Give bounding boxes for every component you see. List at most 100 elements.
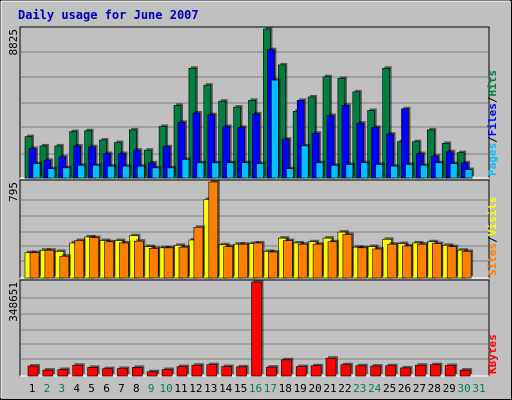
bar-sites-day-18 bbox=[282, 240, 293, 279]
bar-sites-day-2 bbox=[44, 249, 55, 279]
bar-kbytes-day-21 bbox=[325, 357, 337, 377]
bar-sites-day-11 bbox=[178, 246, 189, 279]
legend-entry: Files bbox=[486, 103, 499, 136]
bar-pages-day-6 bbox=[107, 165, 115, 179]
x-tick-label: 2 bbox=[44, 382, 51, 395]
bar-files-day-10 bbox=[162, 146, 171, 179]
bar-sites-day-10 bbox=[163, 247, 174, 279]
bar-kbytes-day-24 bbox=[370, 365, 382, 377]
bar-pages-day-27 bbox=[420, 165, 428, 179]
bar-files-day-4 bbox=[73, 145, 81, 179]
bar-kbytes-day-2 bbox=[42, 369, 54, 377]
bar-files-day-25 bbox=[386, 133, 394, 179]
bar-kbytes-day-27 bbox=[415, 364, 426, 377]
x-tick-label: 5 bbox=[88, 382, 95, 395]
bar-sites-day-24 bbox=[372, 248, 383, 279]
bar-pages-day-18 bbox=[285, 168, 294, 179]
bar-pages-day-30 bbox=[464, 169, 473, 179]
bar-pages-day-5 bbox=[92, 165, 100, 179]
x-tick-label: 7 bbox=[118, 382, 125, 395]
bar-kbytes-day-5 bbox=[87, 367, 98, 377]
bar-sites-day-8 bbox=[134, 240, 144, 279]
x-tick-label: 28 bbox=[428, 382, 441, 395]
legend-entry: KBytes bbox=[486, 334, 499, 374]
series-kbytes bbox=[27, 280, 473, 377]
x-tick-label: 20 bbox=[308, 382, 321, 395]
legend-entry: / bbox=[486, 96, 499, 103]
bar-files-day-22 bbox=[341, 105, 350, 179]
x-tick-label: 27 bbox=[413, 382, 426, 395]
x-tick-label: 24 bbox=[368, 382, 382, 395]
x-axis-ticks: 1 2 3 4 5 6 7 8 9 10 11 12 13 14 15 16 17 18 19 20 21 22 23 24 2… bbox=[29, 382, 486, 395]
bar-pages-day-22 bbox=[345, 164, 354, 179]
bar-files-day-15 bbox=[237, 127, 245, 179]
x-tick-label: 21 bbox=[323, 382, 336, 395]
bar-kbytes-day-20 bbox=[310, 365, 322, 377]
bar-files-day-24 bbox=[371, 127, 380, 179]
x-tick-label: 31 bbox=[472, 382, 485, 395]
bar-kbytes-day-26 bbox=[400, 367, 411, 377]
bar-files-day-19 bbox=[296, 100, 305, 179]
bar-kbytes-day-8 bbox=[132, 367, 143, 377]
bar-sites-day-4 bbox=[74, 240, 84, 279]
bar-sites-day-13 bbox=[208, 181, 219, 279]
legend-entry: Sites bbox=[486, 243, 499, 276]
bar-sites-day-12 bbox=[193, 226, 204, 279]
bar-files-day-13 bbox=[207, 114, 216, 179]
x-tick-label: 12 bbox=[189, 382, 202, 395]
bar-kbytes-day-10 bbox=[161, 369, 173, 377]
x-tick-label: 6 bbox=[103, 382, 110, 395]
bar-pages-day-19 bbox=[300, 145, 309, 179]
bar-pages-day-21 bbox=[330, 165, 339, 179]
bar-files-day-5 bbox=[88, 146, 96, 179]
bar-kbytes-day-6 bbox=[102, 368, 113, 377]
bar-files-day-20 bbox=[311, 132, 320, 179]
x-tick-label: 15 bbox=[234, 382, 247, 395]
bar-files-day-8 bbox=[133, 149, 141, 179]
x-tick-label: 29 bbox=[443, 382, 456, 395]
bar-kbytes-day-4 bbox=[72, 364, 83, 377]
bar-sites-day-6 bbox=[104, 241, 114, 279]
y-max-label: 8825 bbox=[7, 29, 20, 56]
bar-pages-day-4 bbox=[77, 165, 85, 179]
panel-sites_visits: 795 Sites/Visits bbox=[7, 179, 499, 279]
bar-pages-day-10 bbox=[166, 167, 175, 179]
bar-sites-day-23 bbox=[357, 247, 368, 279]
bar-pages-day-25 bbox=[390, 165, 398, 179]
bar-kbytes-day-11 bbox=[176, 366, 188, 377]
y-max-label: 795 bbox=[7, 182, 20, 202]
bar-sites-day-7 bbox=[119, 242, 129, 279]
bar-kbytes-day-30 bbox=[459, 369, 471, 377]
panel-legend: Sites/Visits bbox=[486, 197, 499, 277]
bar-sites-day-26 bbox=[402, 245, 412, 279]
legend-entry: Pages bbox=[486, 143, 499, 176]
series-sites bbox=[29, 180, 474, 279]
bar-sites-day-21 bbox=[327, 241, 338, 279]
bar-files-day-11 bbox=[177, 121, 186, 179]
legend-entry: / bbox=[486, 236, 499, 243]
bar-pages-day-17 bbox=[271, 79, 279, 179]
bar-kbytes-day-18 bbox=[280, 359, 292, 377]
x-tick-label: 8 bbox=[133, 382, 140, 395]
bar-pages-day-7 bbox=[122, 165, 130, 179]
bar-files-day-18 bbox=[281, 138, 290, 179]
bar-pages-day-28 bbox=[434, 162, 443, 179]
bar-pages-day-20 bbox=[315, 162, 324, 179]
bar-sites-day-28 bbox=[431, 243, 442, 279]
bar-kbytes-day-14 bbox=[221, 366, 232, 377]
x-tick-label: 26 bbox=[398, 382, 411, 395]
bar-pages-day-9 bbox=[151, 167, 160, 179]
bar-kbytes-day-1 bbox=[27, 365, 39, 377]
bar-kbytes-day-25 bbox=[385, 365, 396, 377]
bar-sites-day-15 bbox=[238, 243, 248, 279]
bar-pages-day-14 bbox=[226, 162, 234, 179]
legend-entry: / bbox=[486, 136, 499, 143]
bar-pages-day-23 bbox=[360, 162, 369, 179]
bar-files-day-16 bbox=[252, 113, 260, 179]
x-tick-label: 1 bbox=[29, 382, 36, 395]
bar-kbytes-day-16 bbox=[251, 281, 262, 377]
chart-panels: 8825Pages/Files/Hits795Sites/Visits34865… bbox=[7, 26, 499, 377]
chart-title: Daily usage for June 2007 bbox=[18, 8, 199, 22]
